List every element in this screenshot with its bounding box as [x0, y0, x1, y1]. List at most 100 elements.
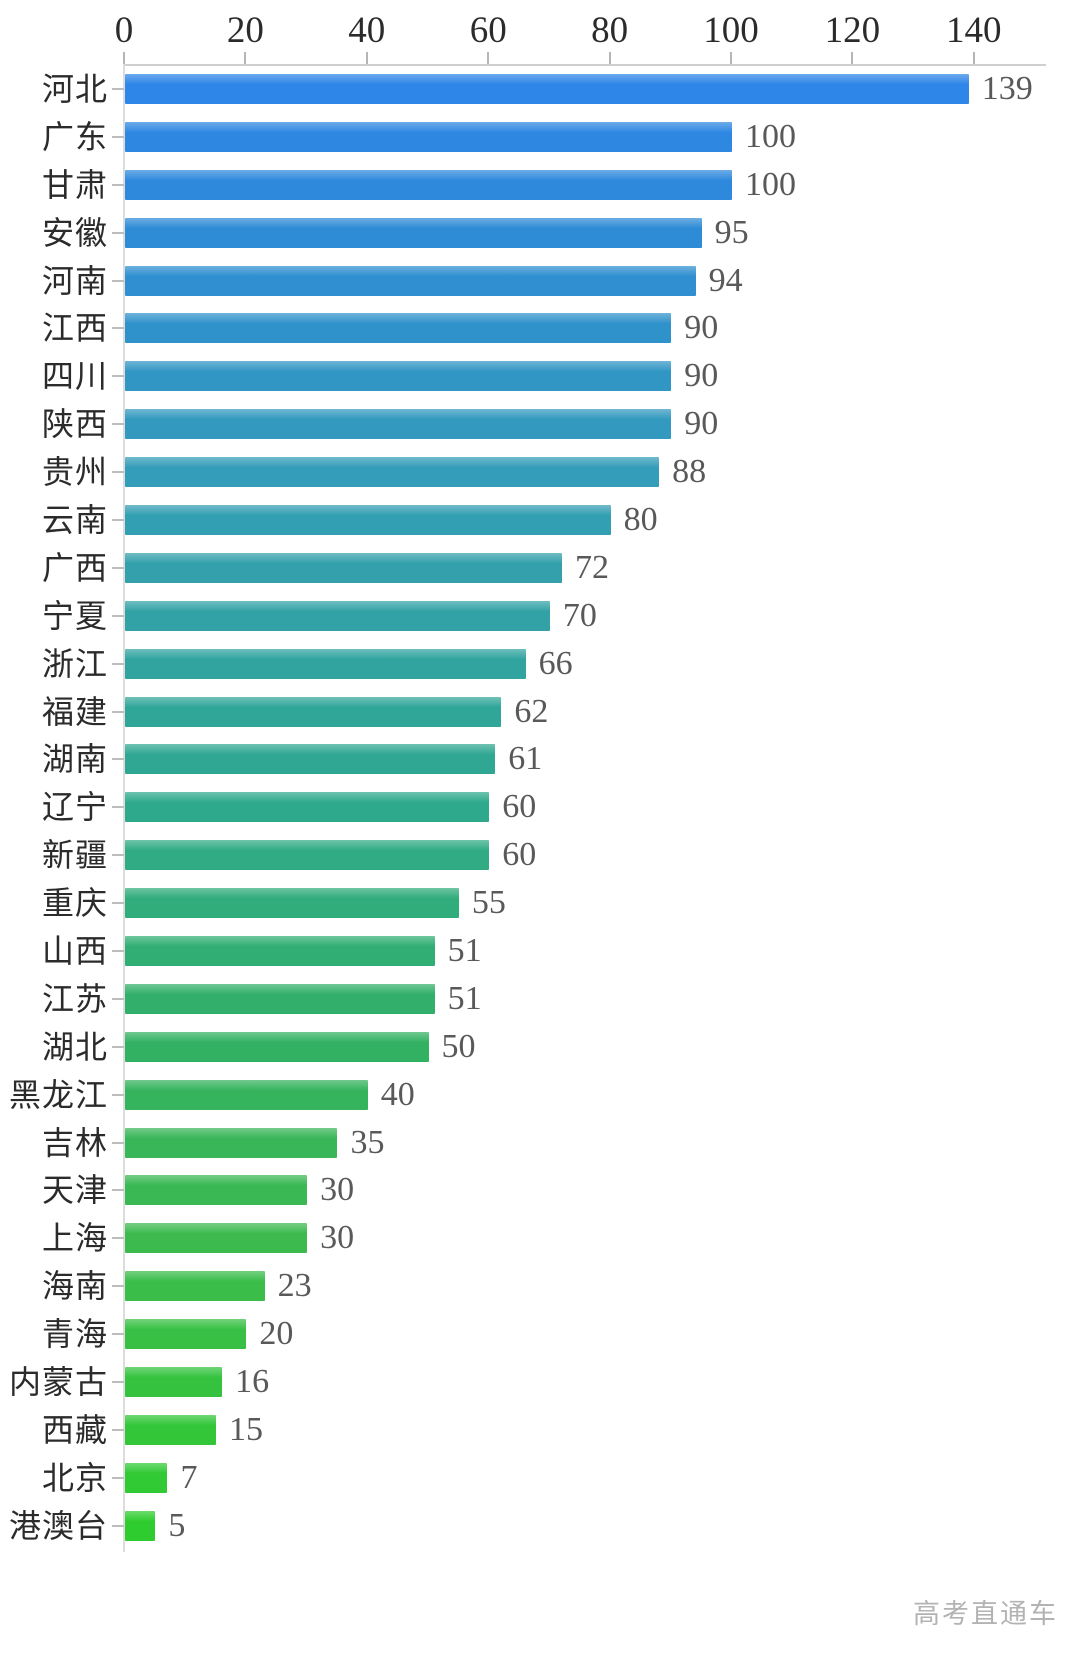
- category-label: 天津: [41, 1172, 108, 1209]
- bar[interactable]: [125, 361, 672, 392]
- value-label: 40: [380, 1075, 415, 1113]
- category-tick-icon: [112, 1476, 124, 1479]
- category-tick-icon: [112, 135, 124, 138]
- bar-row: 福建 62: [0, 688, 1080, 736]
- category-label: 河南: [41, 262, 108, 299]
- bar[interactable]: [125, 457, 660, 488]
- category-label: 海南: [41, 1268, 108, 1305]
- category-label: 河北: [41, 70, 108, 107]
- value-label: 15: [229, 1410, 264, 1448]
- x-tick-mark: [244, 52, 247, 64]
- bar-row: 天津 30: [0, 1166, 1080, 1214]
- x-tick-label: 20: [226, 10, 264, 51]
- bar-row: 辽宁 60: [0, 783, 1080, 831]
- category-label: 内蒙古: [8, 1363, 108, 1400]
- bar[interactable]: [125, 1127, 338, 1158]
- bar[interactable]: [125, 1271, 265, 1302]
- bar[interactable]: [125, 983, 435, 1014]
- bar[interactable]: [125, 744, 496, 775]
- y-axis-line: [123, 64, 125, 1552]
- bar[interactable]: [125, 313, 672, 344]
- category-label: 四川: [41, 358, 108, 395]
- category-label: 安徽: [41, 214, 108, 251]
- bar-row: 内蒙古 16: [0, 1358, 1080, 1406]
- x-tick-mark: [972, 52, 975, 64]
- category-tick-icon: [112, 327, 124, 330]
- category-tick-icon: [112, 279, 124, 282]
- value-label: 72: [575, 548, 610, 586]
- value-label: 30: [320, 1171, 355, 1209]
- bar-row: 广西 72: [0, 544, 1080, 592]
- category-label: 湖南: [41, 741, 108, 778]
- bar[interactable]: [125, 409, 672, 440]
- bar[interactable]: [125, 648, 526, 679]
- bar[interactable]: [125, 1031, 429, 1062]
- bar[interactable]: [125, 217, 702, 248]
- bar[interactable]: [125, 121, 732, 152]
- value-label: 66: [538, 644, 573, 682]
- value-label: 62: [514, 692, 549, 730]
- bar-row: 青海 20: [0, 1310, 1080, 1358]
- bar[interactable]: [125, 1510, 156, 1541]
- value-label: 61: [508, 740, 543, 778]
- bar[interactable]: [125, 552, 563, 583]
- category-tick-icon: [112, 949, 124, 952]
- bar-row: 山西 51: [0, 927, 1080, 975]
- bar-row: 湖北 50: [0, 1023, 1080, 1071]
- x-tick-mark: [608, 52, 611, 64]
- bar[interactable]: [125, 1175, 308, 1206]
- bar[interactable]: [125, 792, 490, 823]
- bar[interactable]: [125, 935, 435, 966]
- bar-row: 云南 80: [0, 496, 1080, 544]
- bar[interactable]: [125, 73, 969, 104]
- category-label: 重庆: [41, 885, 108, 922]
- bar[interactable]: [125, 1366, 223, 1397]
- bar[interactable]: [125, 696, 502, 727]
- category-tick-icon: [112, 231, 124, 234]
- category-tick-icon: [112, 518, 124, 521]
- bar-row: 重庆 55: [0, 879, 1080, 927]
- bar[interactable]: [125, 840, 490, 871]
- bar-row: 港澳台 5: [0, 1502, 1080, 1550]
- bar-row: 北京 7: [0, 1454, 1080, 1502]
- bar-rows: 河北 139 广东 100 甘肃 100 安徽 95 河南 94 江西 90 四…: [0, 65, 1080, 1550]
- x-tick-label: 140: [946, 10, 1002, 51]
- category-label: 辽宁: [41, 789, 108, 826]
- x-tick-label: 60: [469, 10, 507, 51]
- value-label: 94: [708, 261, 743, 299]
- value-label: 16: [235, 1362, 270, 1400]
- bar[interactable]: [125, 600, 550, 631]
- bar[interactable]: [125, 1414, 217, 1445]
- bar[interactable]: [125, 265, 696, 296]
- value-label: 70: [562, 596, 597, 634]
- bar-row: 宁夏 70: [0, 592, 1080, 640]
- bar-row: 江苏 51: [0, 975, 1080, 1023]
- bar[interactable]: [125, 504, 611, 535]
- category-tick-icon: [112, 1237, 124, 1240]
- category-tick-icon: [112, 1141, 124, 1144]
- bar[interactable]: [125, 1319, 247, 1350]
- x-tick-mark: [123, 52, 125, 64]
- category-tick-icon: [112, 997, 124, 1000]
- category-label: 港澳台: [8, 1507, 108, 1544]
- bar-row: 吉林 35: [0, 1119, 1080, 1167]
- bar[interactable]: [125, 169, 732, 200]
- category-label: 青海: [41, 1316, 108, 1353]
- category-label: 陕西: [41, 406, 108, 443]
- bar[interactable]: [125, 888, 459, 919]
- value-label: 7: [180, 1458, 198, 1496]
- bar[interactable]: [125, 1079, 368, 1110]
- category-label: 黑龙江: [8, 1076, 108, 1113]
- value-label: 51: [447, 979, 482, 1017]
- bar-row: 黑龙江 40: [0, 1071, 1080, 1119]
- category-tick-icon: [112, 806, 124, 809]
- bar[interactable]: [125, 1223, 308, 1254]
- category-tick-icon: [112, 662, 124, 665]
- category-label: 山西: [41, 932, 108, 969]
- x-tick-label: 40: [348, 10, 386, 51]
- value-label: 35: [350, 1123, 385, 1161]
- bar[interactable]: [125, 1462, 168, 1493]
- category-label: 甘肃: [41, 166, 108, 203]
- value-label: 30: [320, 1219, 355, 1257]
